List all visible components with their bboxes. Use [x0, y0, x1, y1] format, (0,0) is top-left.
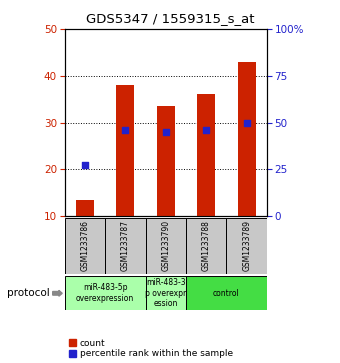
Point: [203, 127, 209, 132]
Bar: [238, 62, 256, 216]
Text: GSM1233790: GSM1233790: [161, 220, 170, 272]
Text: GSM1233789: GSM1233789: [242, 220, 251, 272]
Bar: [105, 218, 146, 274]
Bar: [146, 276, 186, 310]
Bar: [157, 106, 175, 216]
Text: GSM1233786: GSM1233786: [80, 220, 89, 272]
Bar: [186, 218, 226, 274]
Bar: [65, 218, 105, 274]
Bar: [146, 218, 186, 274]
Text: GSM1233788: GSM1233788: [202, 220, 211, 272]
Point: [82, 162, 88, 167]
Bar: [76, 200, 94, 216]
Text: GSM1233787: GSM1233787: [121, 220, 130, 272]
Text: GDS5347 / 1559315_s_at: GDS5347 / 1559315_s_at: [86, 12, 254, 25]
Point: [163, 129, 169, 135]
Bar: [65, 276, 146, 310]
Text: protocol: protocol: [7, 288, 50, 298]
Bar: [226, 218, 267, 274]
Text: miR-483-5p
overexpression: miR-483-5p overexpression: [76, 284, 134, 303]
Bar: [186, 276, 267, 310]
Point: [244, 119, 250, 125]
Bar: [116, 85, 134, 216]
Text: miR-483-3
p overexpr
ession: miR-483-3 p overexpr ession: [145, 278, 186, 308]
Point: [122, 127, 128, 132]
Bar: [197, 94, 215, 216]
Legend: count, percentile rank within the sample: count, percentile rank within the sample: [69, 339, 233, 359]
Text: control: control: [213, 289, 240, 298]
